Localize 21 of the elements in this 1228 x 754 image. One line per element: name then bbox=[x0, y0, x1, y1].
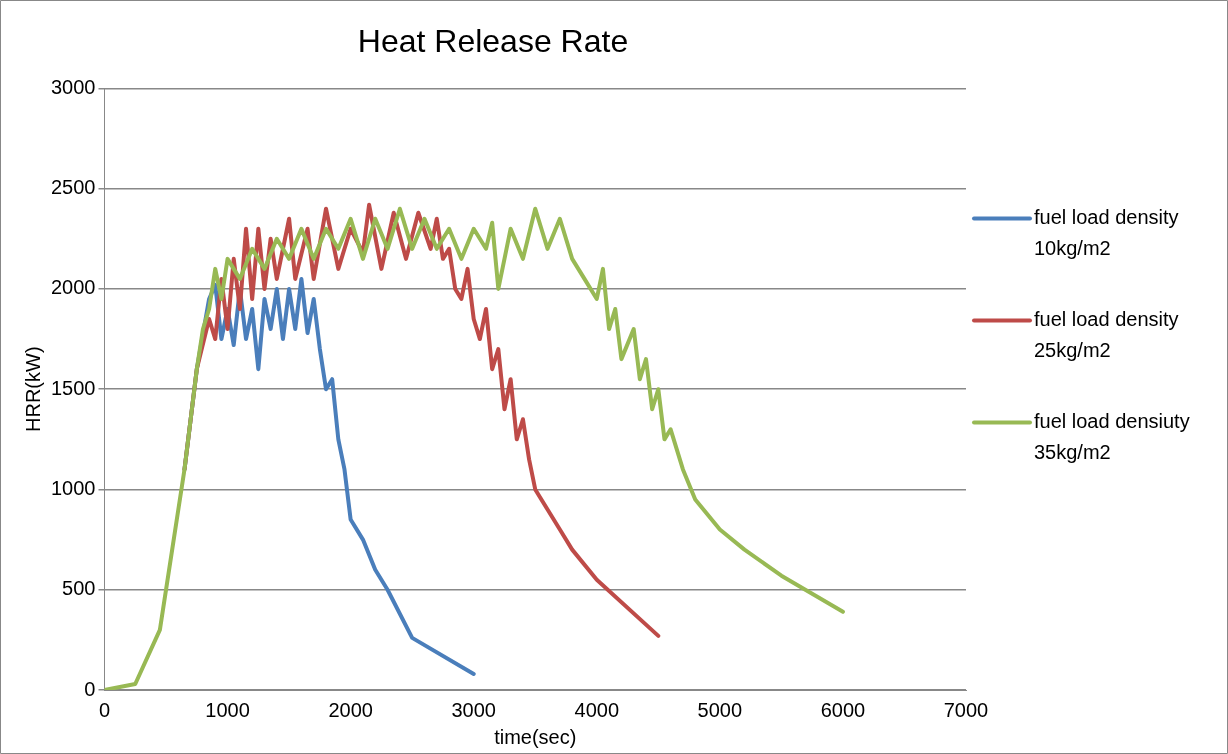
y-axis-title: HRR(kW) bbox=[21, 346, 44, 432]
x-tick-label: 0 bbox=[98, 698, 111, 721]
x-tick-label: 1000 bbox=[205, 698, 250, 721]
y-tick-label: 500 bbox=[62, 577, 96, 600]
y-tick-label: 3000 bbox=[50, 75, 96, 98]
chart-title: Heat Release Rate bbox=[357, 23, 629, 60]
x-tick-label: 2000 bbox=[328, 698, 373, 721]
x-tick-label: 5000 bbox=[697, 698, 743, 721]
x-tick-label: 4000 bbox=[574, 698, 620, 721]
x-tick-label: 3000 bbox=[451, 698, 496, 721]
legend-label: fuel load density 10kg/m2 bbox=[1034, 205, 1179, 259]
y-tick-label: 0 bbox=[84, 677, 96, 700]
y-tick-label: 1500 bbox=[50, 376, 96, 399]
y-tick-label: 2000 bbox=[50, 276, 96, 299]
legend-label: fuel load density 25kg/m2 bbox=[1034, 307, 1179, 361]
y-tick-label: 2500 bbox=[50, 176, 96, 199]
x-tick-label: 7000 bbox=[943, 698, 989, 721]
y-tick-label: 1000 bbox=[50, 476, 96, 499]
legend-label: fuel load densiuty 35kg/m2 bbox=[1034, 409, 1190, 463]
x-tick-label: 6000 bbox=[820, 698, 866, 721]
x-axis-title: time(sec) bbox=[494, 725, 577, 748]
